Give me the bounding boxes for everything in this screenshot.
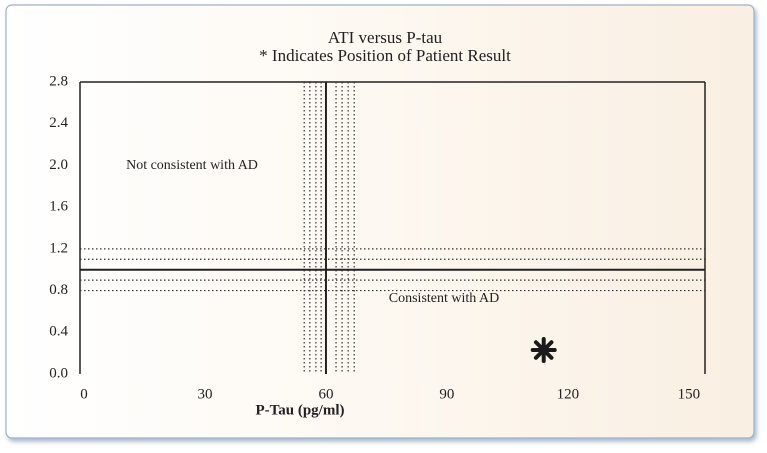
x-axis-label: P-Tau (pg/ml): [255, 402, 344, 418]
annotation: Not consistent with AD: [126, 158, 258, 173]
x-tick-label: 150: [678, 386, 701, 402]
y-tick-label: 2.8: [49, 73, 68, 89]
x-tick-label: 30: [198, 386, 213, 402]
y-tick-label: 2.4: [49, 115, 68, 131]
chart-title: ATI versus P-tau: [328, 28, 443, 47]
y-tick-label: 2.0: [49, 157, 68, 173]
x-tick-label: 90: [439, 386, 454, 402]
y-tick-label: 1.6: [49, 199, 68, 215]
x-tick-label: 0: [80, 386, 88, 402]
x-tick-label: 60: [318, 386, 333, 402]
y-tick-label: 0.8: [49, 282, 68, 298]
chart-subtitle: * Indicates Position of Patient Result: [259, 46, 511, 65]
y-tick-label: 0.4: [49, 324, 68, 340]
x-tick-label: 120: [557, 386, 580, 402]
patient-marker: [530, 337, 557, 364]
y-tick-label: 1.2: [49, 240, 68, 256]
y-tick-label: 0.0: [49, 365, 68, 381]
frame-panel: [5, 4, 755, 439]
annotation: Consistent with AD: [389, 291, 499, 306]
